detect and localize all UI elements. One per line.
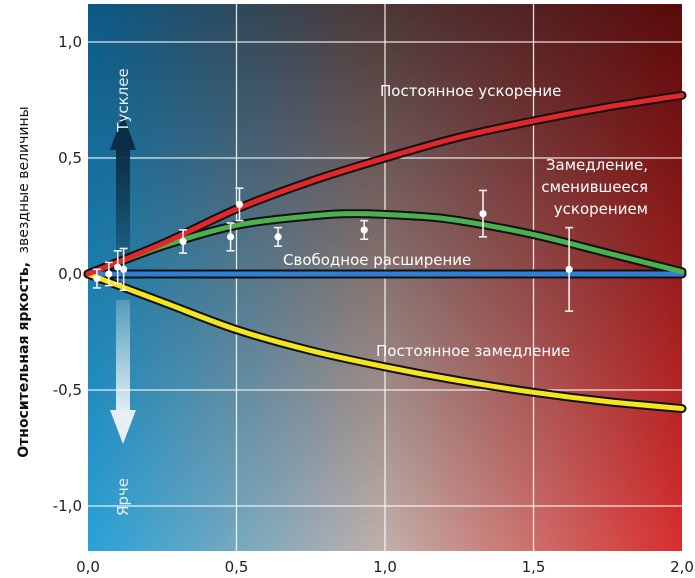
data-point — [179, 229, 188, 254]
axis-ticks: 0,0 0,5 1,0 1,5 2,0 1,0 0,5 0,0 -0,5 -1,0 — [53, 33, 694, 576]
series-label: Свободное расширение — [283, 251, 471, 269]
data-point — [360, 219, 369, 240]
data-point — [119, 247, 128, 292]
arrow-down-label: Ярче — [114, 478, 132, 516]
data-point — [274, 226, 283, 247]
series-label-line: сменившееся — [541, 178, 648, 196]
series-label-line: Замедление, — [546, 156, 648, 174]
brightness-arrows — [110, 114, 136, 444]
data-point — [104, 261, 113, 287]
y-axis-label-regular: звездные величины — [16, 106, 32, 253]
x-tick-label: 1,5 — [522, 558, 546, 576]
data-point — [113, 250, 122, 285]
series-labels: Постоянное ускорение Замедление, сменившее… — [283, 82, 648, 360]
data-points — [92, 187, 574, 312]
data-point — [235, 187, 244, 222]
y-axis-label-bold: Относительная яркость, — [16, 262, 32, 458]
x-tick-label: 1,0 — [373, 558, 397, 576]
y-tick-label: 1,0 — [58, 33, 82, 51]
y-tick-label: -1,0 — [53, 497, 82, 515]
data-point — [565, 226, 574, 312]
arrow-down-head — [110, 410, 136, 444]
series-label-line: ускорением — [554, 200, 648, 218]
x-tick-label: 0,0 — [76, 558, 100, 576]
data-point — [92, 268, 101, 289]
arrow-up-head — [110, 114, 136, 150]
arrow-up-shaft — [116, 148, 130, 260]
arrow-down-shaft — [116, 300, 130, 412]
arrow-up-label: Тусклее — [114, 68, 132, 132]
series-line — [85, 211, 685, 277]
data-point — [479, 189, 488, 238]
series-label: Постоянное замедление — [376, 342, 570, 360]
x-tick-label: 2,0 — [670, 558, 694, 576]
x-tick-label: 0,5 — [225, 558, 249, 576]
y-tick-label: -0,5 — [53, 381, 82, 399]
series-label: Постоянное ускорение — [380, 82, 561, 100]
y-tick-label: 0,0 — [58, 265, 82, 283]
y-tick-label: 0,5 — [58, 149, 82, 167]
y-axis-label: Относительная яркость, звездные величины — [16, 106, 32, 458]
data-point — [226, 222, 235, 252]
series-line — [85, 271, 685, 412]
